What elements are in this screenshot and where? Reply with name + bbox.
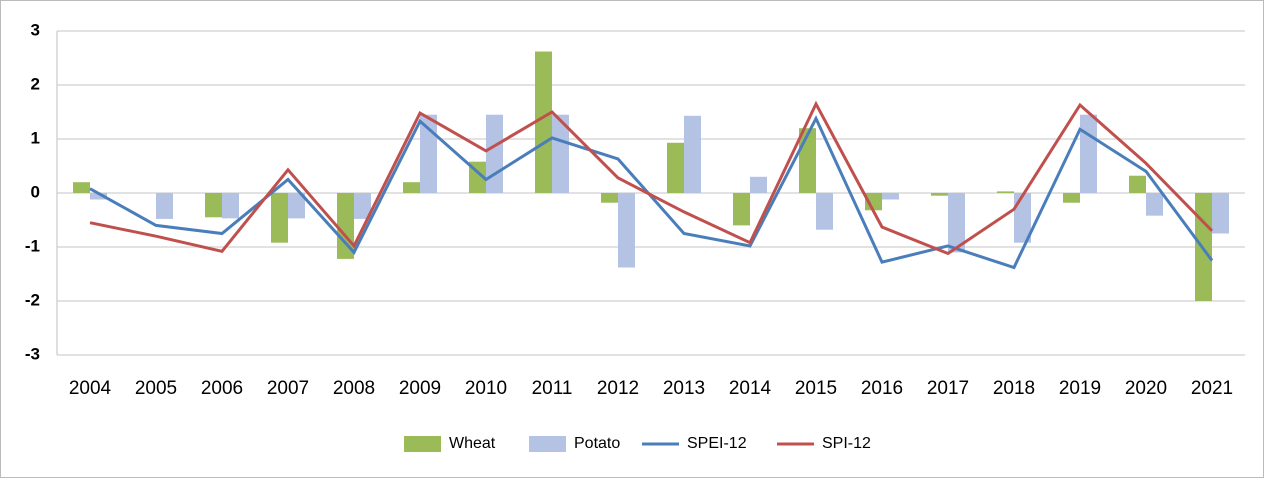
bar (882, 193, 899, 200)
x-tick-label: 2010 (465, 378, 507, 399)
bar (73, 182, 90, 193)
y-tick-label: 1 (31, 128, 40, 147)
x-tick-label: 2005 (135, 378, 177, 399)
bar (733, 193, 750, 226)
bar (997, 191, 1014, 193)
bar (271, 193, 288, 243)
bar (1146, 193, 1163, 216)
bar (684, 115, 701, 193)
x-tick-label: 2012 (597, 378, 639, 399)
legend-label: SPEI-12 (687, 435, 747, 452)
x-tick-label: 2016 (861, 378, 903, 399)
legend-label: Wheat (449, 435, 496, 452)
bar (1212, 193, 1229, 234)
bar (601, 193, 618, 203)
x-tick-label: 2014 (729, 378, 772, 399)
bar (816, 193, 833, 230)
bar (1129, 175, 1146, 193)
bar (205, 193, 222, 218)
x-tick-label: 2020 (1125, 378, 1167, 399)
x-tick-label: 2019 (1059, 378, 1101, 399)
bar (354, 193, 371, 219)
bar (403, 182, 420, 193)
x-tick-label: 2015 (795, 378, 837, 399)
x-tick-label: 2008 (333, 378, 375, 399)
y-tick-label: -2 (25, 290, 40, 309)
y-tick-label: -1 (25, 236, 40, 255)
x-tick-label: 2011 (532, 378, 573, 399)
bar (1080, 114, 1097, 193)
legend-swatch (404, 436, 441, 452)
bar (90, 193, 107, 200)
y-tick-label: -3 (25, 344, 40, 363)
x-tick-label: 2006 (201, 378, 243, 399)
bar (1014, 193, 1031, 243)
bar (486, 114, 503, 193)
x-tick-label: 2004 (69, 378, 112, 399)
bar (667, 142, 684, 193)
bar (931, 193, 948, 196)
line (89, 100, 1214, 256)
x-tick-label: 2007 (267, 378, 309, 399)
legend-label: Potato (574, 435, 620, 452)
x-tick-label: 2013 (663, 378, 705, 399)
bar (948, 193, 965, 253)
bar (552, 114, 569, 193)
bar (618, 193, 635, 268)
bar (156, 193, 173, 219)
bar (750, 176, 767, 193)
legend-label: SPI-12 (822, 435, 871, 452)
bar (288, 193, 305, 219)
x-tick-label: 2017 (927, 378, 969, 399)
x-tick-label: 2009 (399, 378, 441, 399)
y-tick-label: 0 (31, 182, 40, 201)
x-tick-label: 2021 (1191, 378, 1233, 399)
legend-swatch (529, 436, 566, 452)
x-tick-label: 2018 (993, 378, 1035, 399)
bar (1063, 193, 1080, 203)
bar (420, 114, 437, 193)
bar (535, 51, 552, 193)
y-tick-label: 2 (31, 74, 40, 93)
y-tick-label: 3 (31, 20, 40, 39)
bar (222, 193, 239, 219)
